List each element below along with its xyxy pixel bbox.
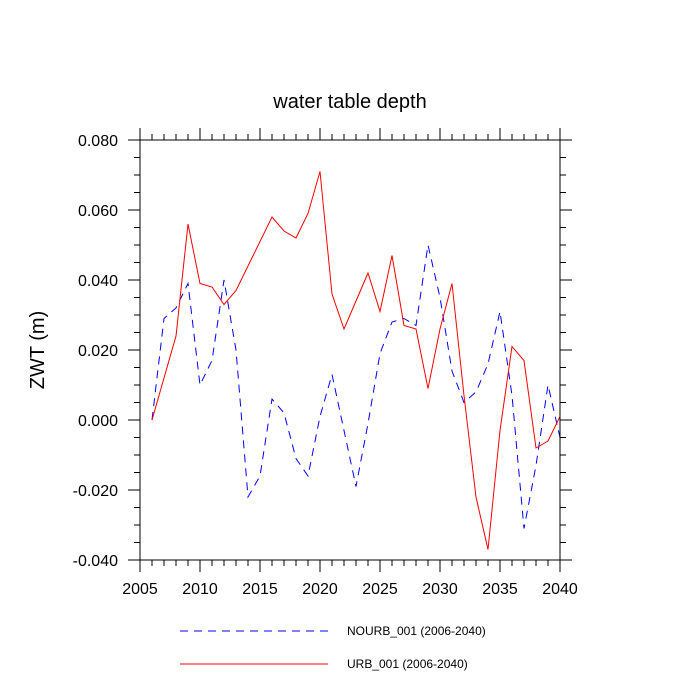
x-tick-label: 2030 (422, 581, 458, 598)
y-tick-label: 0.020 (78, 343, 118, 360)
series-line-urb (151, 171, 561, 550)
y-tick-label: -0.020 (73, 483, 118, 500)
x-tick-label: 2010 (182, 581, 218, 598)
x-tick-label: 2015 (242, 581, 278, 598)
y-axis-label: ZWT (m) (27, 311, 49, 390)
y-tick-label: 0.040 (78, 273, 118, 290)
y-tick-label: -0.040 (73, 553, 118, 570)
plot-series (151, 171, 561, 550)
x-tick-label: 2005 (122, 581, 158, 598)
y-tick-label: 0.000 (78, 413, 118, 430)
x-tick-label: 2035 (482, 581, 518, 598)
y-tick-label: 0.080 (78, 133, 118, 150)
x-tick-label: 2020 (302, 581, 338, 598)
legend-label-urb: URB_001 (2006-2040) (347, 657, 468, 671)
legend: NOURB_001 (2006-2040) URB_001 (2006-2040… (180, 624, 486, 671)
legend-label-nourb: NOURB_001 (2006-2040) (347, 624, 486, 638)
series-line-nourb (151, 244, 561, 529)
x-tick-label: 2025 (362, 581, 398, 598)
axis-ticks: 2005 2010 2015 2020 2025 2030 2035 2040 -0.040 -0… (73, 128, 578, 598)
x-tick-label: 2040 (542, 581, 578, 598)
plot-frame (139, 139, 561, 561)
y-tick-label: 0.060 (78, 203, 118, 220)
chart-title: water table depth (272, 91, 426, 113)
